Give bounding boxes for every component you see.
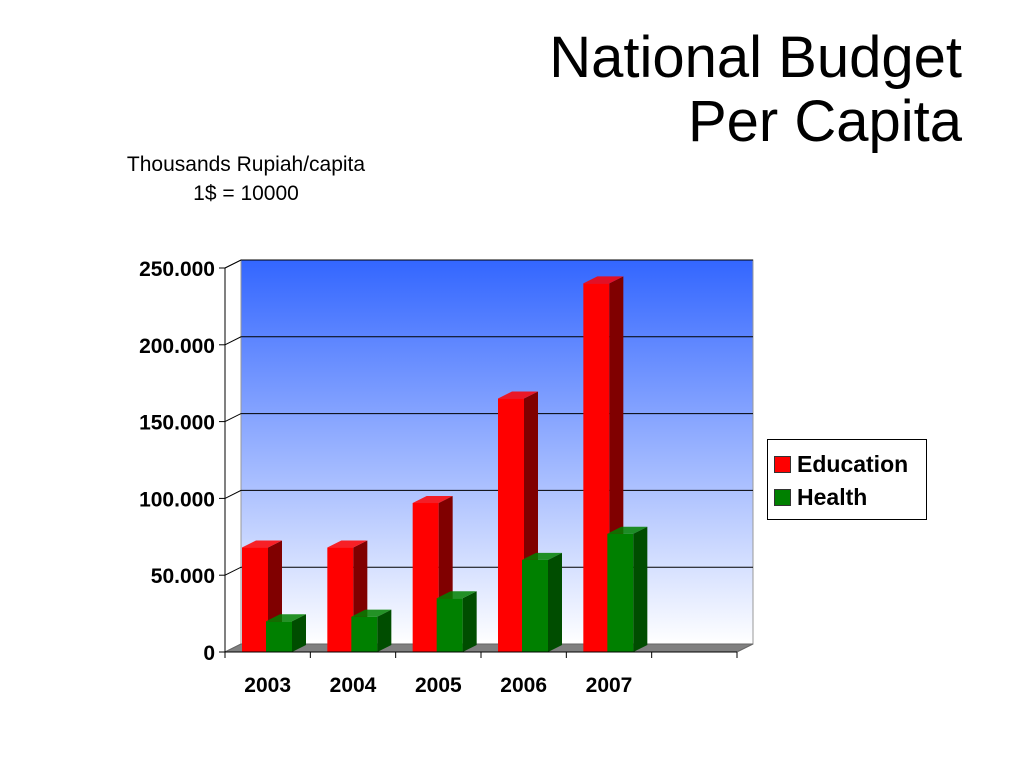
gridline <box>224 259 753 269</box>
bar-health-2003-front <box>266 621 292 652</box>
legend-swatch-health <box>774 489 791 506</box>
title-line-1: National Budget <box>549 25 962 90</box>
legend-item-education: Education <box>774 448 926 481</box>
bar-health-2003-top <box>266 614 306 622</box>
bar-education-2003-front <box>242 547 268 652</box>
x-tick-label: 2006 <box>500 674 547 697</box>
bar-education-2007-top <box>583 276 624 284</box>
bar-health-2004-side <box>377 609 392 652</box>
subtitle-units: Thousands Rupiah/capita <box>126 153 366 176</box>
y-tick-label: 100.000 <box>139 488 215 511</box>
bar-health-2004 <box>351 609 392 652</box>
bar-health-2003-side <box>292 614 306 652</box>
y-tick-label: 250.000 <box>139 258 215 281</box>
gridline <box>224 336 753 346</box>
y-tick-label: 200.000 <box>139 335 215 358</box>
subtitle-exchange-rate: 1$ = 10000 <box>193 182 299 205</box>
bar-education-2005-front <box>412 503 439 652</box>
legend-label-education: Education <box>797 451 909 477</box>
bar-health-2003 <box>266 614 306 652</box>
x-tick-label: 2004 <box>330 674 377 697</box>
bar-health-2006-front <box>522 559 548 652</box>
y-tick-label: 0 <box>203 642 215 665</box>
slide-title: National Budget Per Capita <box>549 26 962 154</box>
gridline <box>224 413 753 423</box>
legend-swatch-education <box>774 456 791 473</box>
chart-side-wall <box>224 259 242 653</box>
bar-health-2005-top <box>436 591 477 599</box>
y-tick-label: 50.000 <box>151 565 215 588</box>
bar-health-2005 <box>436 591 477 652</box>
gridline <box>224 489 753 499</box>
chart-subtitle: Thousands Rupiah/capita 1$ = 10000 <box>96 150 396 208</box>
bar-health-2007-front <box>607 533 634 652</box>
title-line-2: Per Capita <box>687 89 962 154</box>
y-tick-label: 150.000 <box>139 412 215 435</box>
bar-health-2004-top <box>351 609 392 617</box>
gridline <box>224 566 753 576</box>
bar-health-2006-side <box>548 552 562 652</box>
legend-label-health: Health <box>797 484 868 510</box>
bar-education-2003-top <box>242 540 282 548</box>
bar-education-2006-top <box>498 391 538 399</box>
bar-health-2007 <box>607 526 648 652</box>
bar-education-2007-front <box>583 283 610 652</box>
bar-health-2004-front <box>351 616 378 652</box>
bar-health-2005-side <box>462 591 477 652</box>
bar-education-2006-front <box>498 398 524 652</box>
bar-health-2006 <box>522 552 562 652</box>
x-tick-label: 2007 <box>586 674 633 697</box>
bar-health-2006-top <box>522 552 562 560</box>
legend-item-health: Health <box>774 481 926 514</box>
x-tick-label: 2005 <box>415 674 462 697</box>
bar-health-2007-top <box>607 526 648 534</box>
x-tick-label: 2003 <box>244 674 291 697</box>
bar-health-2005-front <box>436 598 463 652</box>
bar-health-2007-side <box>633 526 648 652</box>
chart-back-wall <box>240 259 754 645</box>
bar-education-2004-top <box>327 540 368 548</box>
chart-legend: Education Health <box>767 439 927 520</box>
bar-education-2005-top <box>412 496 453 504</box>
bar-education-2004-front <box>327 547 354 652</box>
